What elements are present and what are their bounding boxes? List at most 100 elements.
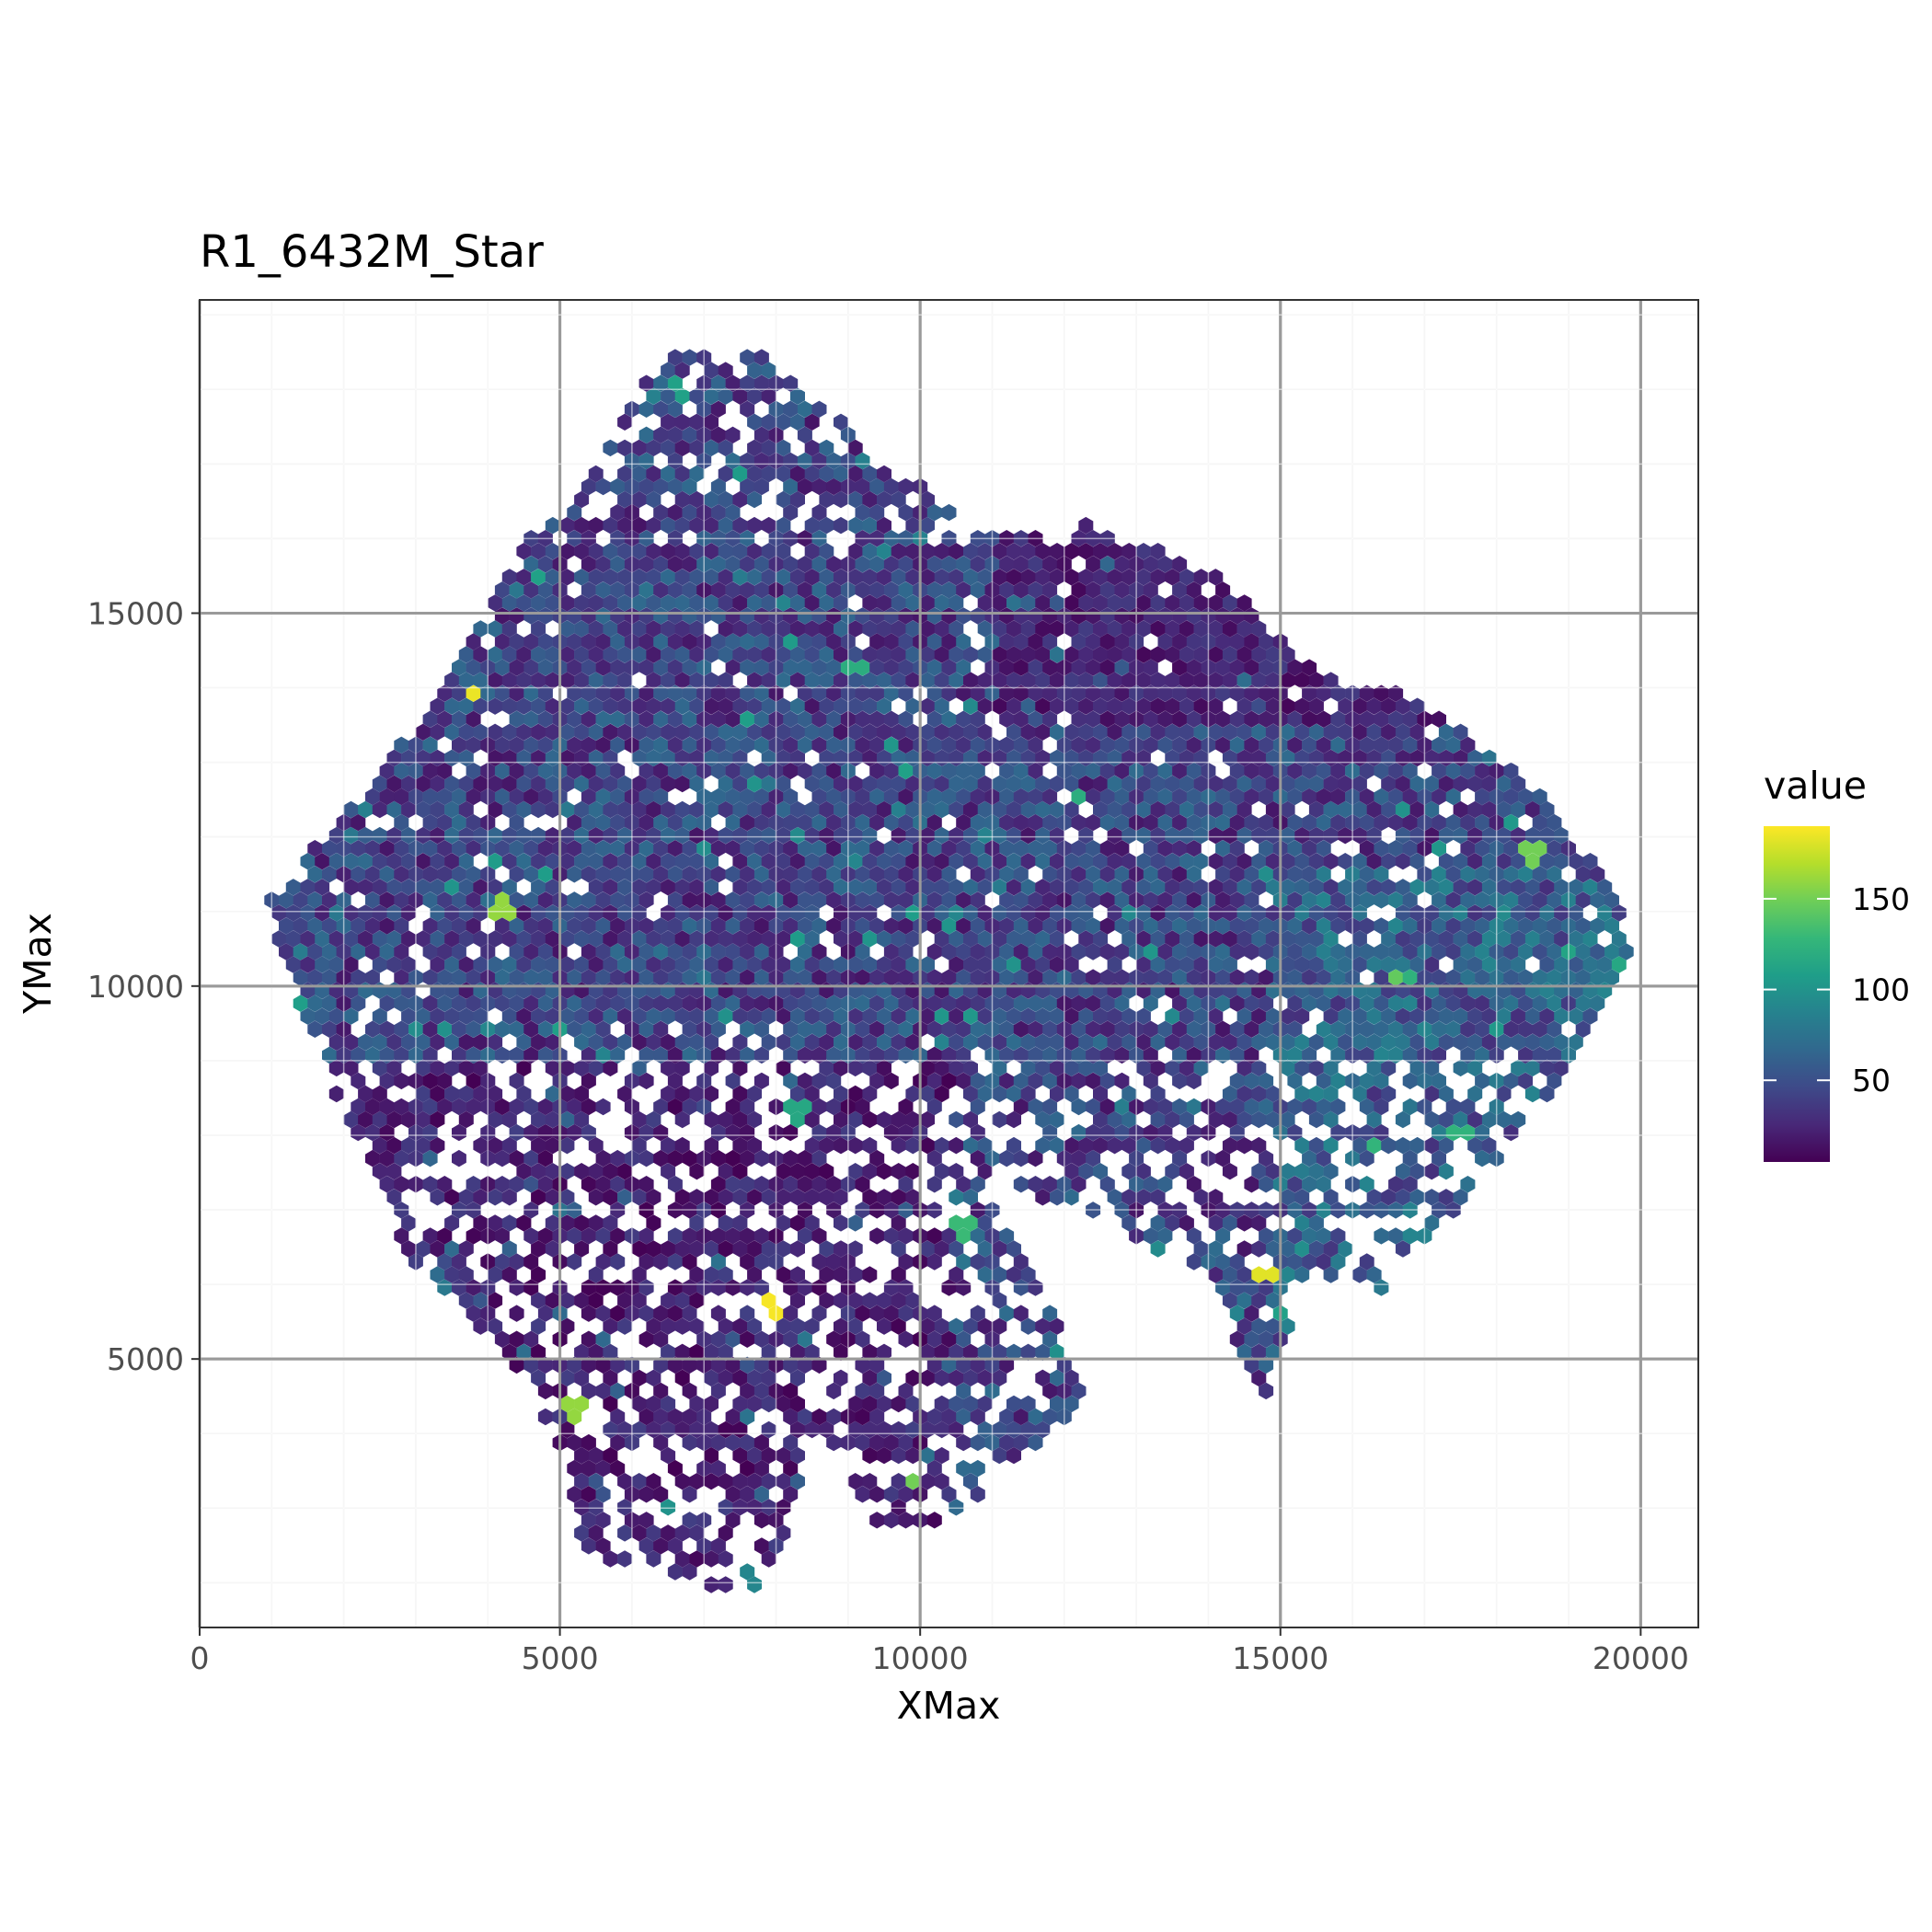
hex-bin — [1071, 788, 1087, 806]
hex-bin — [920, 543, 935, 560]
hex-bin — [1244, 1356, 1259, 1374]
hex-bin — [1042, 866, 1058, 883]
hex-bin — [595, 1382, 611, 1400]
hex-bin — [718, 516, 733, 535]
hex-bin — [1351, 1136, 1367, 1155]
hex-bin — [279, 891, 293, 909]
hex-bin — [1114, 633, 1130, 650]
hex-bin — [1172, 1149, 1188, 1167]
hex-bin — [1597, 904, 1613, 922]
hex-bin — [661, 1292, 676, 1309]
hex-bin — [790, 723, 805, 741]
hex-bin — [826, 1176, 842, 1193]
hex-bin — [509, 633, 524, 650]
hex-bin — [545, 1110, 560, 1129]
hex-bin — [804, 1085, 820, 1103]
hex-bin — [710, 1356, 726, 1374]
hex-bin — [379, 1046, 395, 1064]
hex-bin — [1287, 1123, 1303, 1142]
hex-bin — [473, 956, 489, 973]
hex-bin — [1086, 1123, 1101, 1142]
hex-bin — [617, 1033, 633, 1051]
hex-bin — [776, 516, 791, 535]
hex-bin — [1208, 956, 1224, 973]
hex-bin — [631, 1136, 647, 1155]
hex-bin — [740, 969, 755, 986]
hex-bin — [905, 516, 921, 535]
hex-bin — [1193, 672, 1209, 689]
hex-bin — [545, 1085, 560, 1103]
hex-bin — [1359, 762, 1374, 780]
hex-bin — [1265, 800, 1281, 819]
hex-bin — [862, 1189, 878, 1206]
hex-bin — [740, 684, 755, 702]
hex-bin — [379, 1020, 395, 1038]
hex-bin — [667, 891, 683, 909]
hex-bin — [747, 465, 762, 483]
hex-bin — [1042, 1305, 1058, 1322]
hex-bin — [1042, 556, 1058, 573]
hex-bin — [992, 697, 1007, 715]
hex-bin — [617, 490, 633, 509]
hex-bin — [488, 1189, 503, 1206]
hex-bin — [970, 762, 985, 780]
hex-bin — [811, 581, 827, 599]
hex-bin — [877, 800, 891, 819]
hex-bin — [1064, 569, 1079, 586]
hex-bin — [466, 1176, 481, 1193]
hex-bin — [328, 1059, 344, 1077]
hex-bin — [444, 930, 460, 948]
hex-bin — [1251, 1033, 1267, 1051]
hex-bin — [1395, 723, 1410, 741]
hex-bin — [1136, 543, 1151, 560]
hex-bin — [415, 826, 431, 845]
hex-bin — [1186, 866, 1202, 883]
hex-bin — [415, 1110, 431, 1129]
hex-bin — [855, 452, 870, 470]
hex-bin — [1308, 826, 1324, 845]
hex-bin — [444, 1240, 460, 1258]
hex-bin — [963, 1473, 978, 1490]
hex-bin — [1568, 1007, 1583, 1025]
hex-bin — [725, 762, 741, 780]
hex-bin — [574, 904, 590, 922]
hex-bin — [523, 1176, 539, 1193]
hex-bin — [855, 1356, 870, 1374]
hex-bin — [1280, 800, 1295, 819]
hex-bin — [761, 1189, 776, 1206]
hex-bin — [747, 879, 762, 896]
hex-bin — [869, 581, 885, 599]
hex-bin — [1028, 813, 1043, 832]
hex-bin — [819, 1240, 834, 1258]
hex-bin — [747, 1473, 762, 1490]
hex-bin — [1424, 800, 1440, 819]
hex-bin — [1287, 813, 1303, 832]
hex-bin — [1503, 866, 1519, 883]
hex-bin — [452, 684, 466, 702]
hex-bin — [1013, 736, 1029, 754]
hex-bin — [1330, 917, 1346, 935]
hex-bin — [753, 1433, 769, 1452]
hex-bin — [394, 1227, 409, 1245]
hex-bin — [595, 1279, 611, 1296]
hex-bin — [747, 439, 762, 457]
hex-bin — [1359, 813, 1374, 832]
hex-bin — [1107, 594, 1122, 612]
hex-bin — [1150, 1059, 1166, 1077]
hex-bin — [1287, 891, 1303, 909]
hex-bin — [422, 1020, 438, 1038]
hex-bin — [293, 969, 308, 986]
hex-bin — [466, 866, 481, 883]
hex-bin — [1424, 826, 1440, 845]
hex-bin — [343, 1033, 359, 1051]
hex-bin — [682, 503, 697, 522]
hex-bin — [537, 1227, 553, 1245]
hex-bin — [1208, 1007, 1224, 1025]
hex-bin — [638, 917, 654, 935]
hex-bin — [523, 917, 539, 935]
hex-bin — [1359, 1046, 1374, 1064]
hex-bin — [1086, 1046, 1101, 1064]
hex-bin — [358, 904, 374, 922]
hex-bin — [494, 659, 510, 676]
